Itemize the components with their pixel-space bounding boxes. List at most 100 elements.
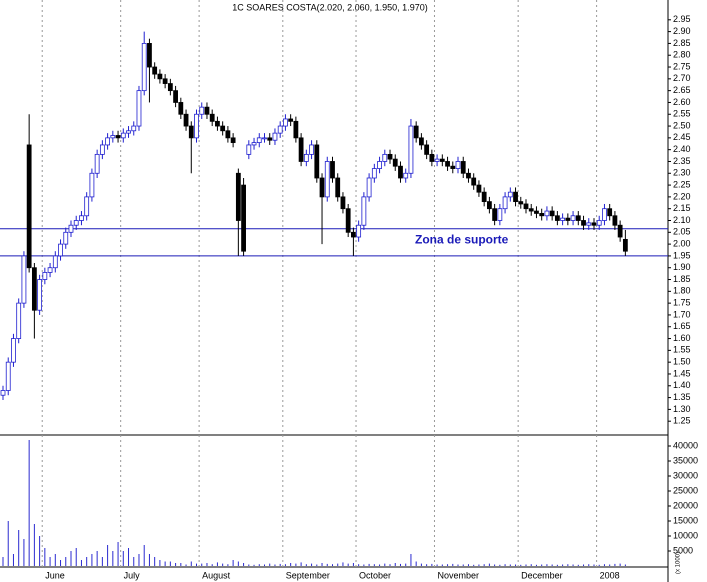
candle-body: [466, 172, 471, 179]
y-tick-label: 2.85: [673, 38, 691, 48]
y-tick-label: 1.80: [673, 286, 691, 296]
volume-tick-label: 5000: [673, 545, 693, 555]
candle-body: [309, 144, 314, 155]
candle-body: [507, 191, 513, 198]
candle-body: [602, 208, 607, 221]
candle-body: [398, 165, 403, 179]
y-tick-label: 2.50: [673, 120, 691, 130]
volume-tick-label: 10000: [673, 530, 698, 540]
x-tick-label: 2008: [600, 570, 620, 580]
candle-body: [429, 153, 435, 162]
x-tick-label: September: [286, 570, 330, 580]
candle-body: [105, 137, 110, 146]
y-tick-label: 1.25: [673, 416, 691, 426]
y-tick-label: 2.20: [673, 191, 691, 201]
candle-body: [439, 158, 445, 162]
candle-body: [502, 196, 508, 210]
y-tick-label: 1.35: [673, 392, 691, 402]
candle-body: [209, 113, 215, 122]
candle-body: [486, 201, 492, 210]
candle-body: [418, 137, 424, 146]
candle-body: [612, 215, 618, 226]
candle-body: [471, 177, 477, 186]
candle-body: [622, 238, 628, 252]
y-tick-label: 2.75: [673, 61, 691, 71]
volume-tick-label: 20000: [673, 500, 698, 510]
candle-body: [476, 184, 482, 193]
x-tick-label: July: [124, 570, 141, 580]
candle-body: [382, 153, 388, 162]
candle-body: [330, 161, 335, 179]
candle-body: [246, 144, 252, 155]
y-tick-label: 2.80: [673, 50, 691, 60]
annotation: Zona de suporte: [415, 233, 509, 247]
x-tick-label: October: [359, 570, 391, 580]
y-tick-label: 1.90: [673, 262, 691, 272]
candle-body: [21, 255, 27, 304]
candle-body: [408, 125, 414, 174]
volume-axis-label: (x 1000): [676, 552, 682, 574]
candle-body: [345, 208, 351, 233]
y-tick-label: 1.45: [673, 368, 691, 378]
candle-body: [560, 217, 566, 221]
candle-body: [283, 118, 288, 127]
candle-body: [31, 267, 37, 311]
y-tick-label: 2.30: [673, 168, 691, 178]
volume-tick-label: 15000: [673, 515, 698, 525]
candle-body: [586, 222, 592, 226]
candle-body: [518, 201, 524, 205]
candle-body: [272, 132, 278, 141]
candle-body: [371, 168, 377, 179]
candle-body: [157, 73, 163, 80]
volume-tick-label: 40000: [673, 440, 698, 450]
candle-body: [94, 153, 100, 174]
y-tick-label: 1.75: [673, 298, 691, 308]
y-tick-label: 2.45: [673, 132, 691, 142]
candle-body: [340, 196, 346, 210]
candle-body: [445, 161, 450, 167]
candle-body: [99, 144, 105, 155]
candle-body: [544, 210, 550, 217]
volume-tick-label: 35000: [673, 455, 698, 465]
candle-body: [293, 120, 299, 139]
candle-body: [554, 215, 560, 221]
candle-body: [89, 172, 95, 198]
candle-body: [110, 135, 116, 139]
candle-body: [314, 144, 320, 179]
candle-body: [539, 213, 545, 217]
candle-body: [58, 243, 63, 257]
candle-body: [235, 172, 241, 221]
y-tick-label: 2.00: [673, 238, 691, 248]
candle-body: [434, 158, 440, 162]
candle-body: [424, 144, 430, 155]
candle-body: [565, 217, 571, 221]
y-tick-label: 2.05: [673, 227, 691, 237]
candle-body: [79, 215, 84, 221]
candle-body: [596, 220, 602, 226]
candle-body: [528, 208, 534, 212]
candle-body: [16, 302, 22, 339]
candle-body: [335, 177, 341, 198]
candle-body: [173, 90, 178, 103]
candle-body: [570, 215, 576, 221]
y-tick-label: 1.55: [673, 345, 691, 355]
y-tick-label: 1.60: [673, 333, 691, 343]
y-tick-label: 1.65: [673, 321, 691, 331]
candle-body: [52, 255, 58, 269]
candle-body: [126, 130, 131, 134]
volume-tick-label: 25000: [673, 485, 698, 495]
x-tick-label: June: [45, 570, 65, 580]
candle-body: [183, 113, 189, 127]
candle-body: [204, 106, 210, 115]
y-tick-label: 2.95: [673, 14, 691, 24]
candle-body: [262, 137, 267, 140]
candle-body: [298, 137, 304, 162]
y-tick-label: 1.85: [673, 274, 691, 284]
candle-body: [26, 144, 32, 269]
volume-tick-label: 30000: [673, 470, 698, 480]
candle-body: [230, 137, 236, 143]
candle-body: [581, 220, 586, 226]
y-tick-label: 2.70: [673, 73, 691, 83]
